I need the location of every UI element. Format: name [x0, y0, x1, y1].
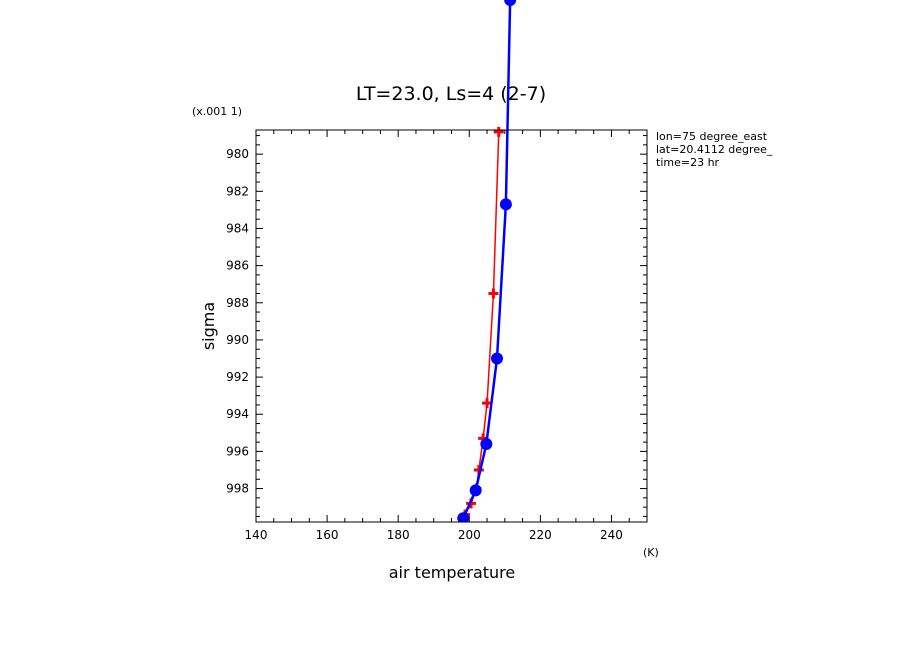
- x-axis-label: air temperature: [389, 563, 515, 582]
- data-point: [504, 0, 517, 6]
- y-tick-label: 982: [226, 184, 249, 198]
- y-axis-unit: (x.001 1): [192, 105, 242, 118]
- x-tick-label: 200: [458, 528, 481, 542]
- y-tick-label: 986: [226, 259, 249, 273]
- annotation-lon: lon=75 degree_east: [656, 130, 768, 143]
- x-axis-unit: (K): [643, 546, 659, 559]
- x-tick-label: 160: [316, 528, 339, 542]
- x-axis-ticks: 140 160 180 200 220 240: [245, 130, 648, 542]
- y-tick-label: 990: [226, 333, 249, 347]
- x-tick-label: 180: [387, 528, 410, 542]
- y-tick-label: 996: [226, 444, 249, 458]
- x-tick-label: 220: [529, 528, 552, 542]
- data-point: [493, 126, 504, 137]
- data-point: [457, 512, 470, 522]
- data-point: [488, 288, 499, 299]
- annotation-lat: lat=20.4112 degree_: [656, 143, 773, 156]
- data-point: [480, 437, 493, 450]
- plot-frame: [255, 129, 648, 523]
- y-axis-ticks: 980 982 984 986 988 990 992 994 996 998: [226, 135, 647, 517]
- x-tick-label: 140: [245, 528, 268, 542]
- y-tick-label: 994: [226, 407, 249, 421]
- y-tick-label: 980: [226, 147, 249, 161]
- data-point: [490, 352, 503, 365]
- plot-series: [457, 0, 517, 522]
- annotation-time: time=23 hr: [656, 156, 720, 169]
- data-point: [499, 198, 512, 211]
- y-tick-label: 998: [226, 482, 249, 496]
- data-point: [469, 484, 482, 497]
- x-tick-label: 240: [600, 528, 623, 542]
- y-tick-label: 988: [226, 296, 249, 310]
- chart-title: LT=23.0, Ls=4 (2-7): [356, 83, 546, 105]
- y-tick-label: 984: [226, 221, 249, 235]
- y-tick-label: 992: [226, 370, 249, 384]
- y-axis-label: sigma: [199, 302, 218, 350]
